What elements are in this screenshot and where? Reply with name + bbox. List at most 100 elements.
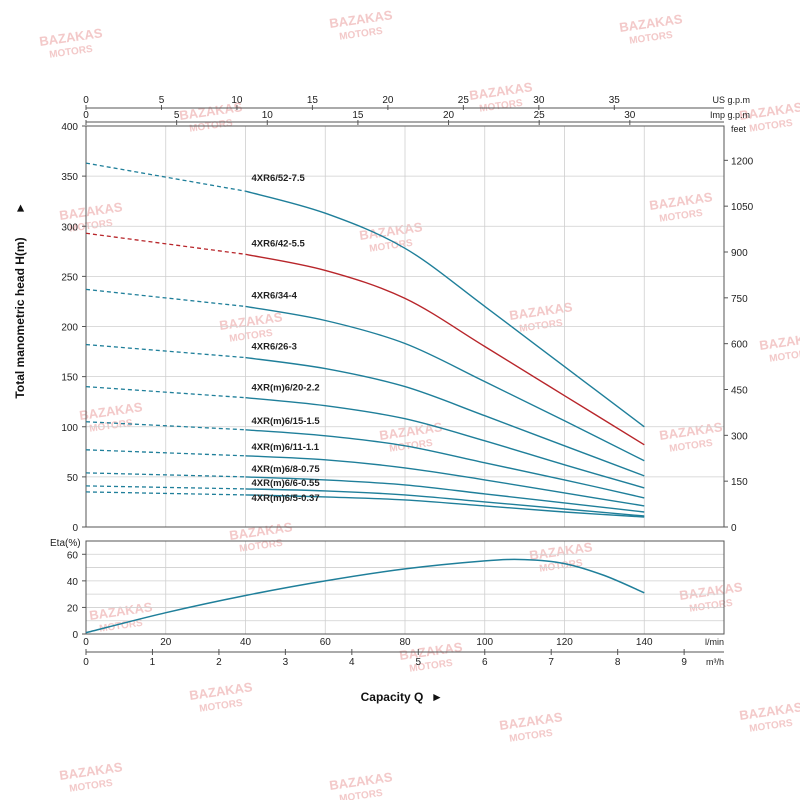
feet-unit-label: feet xyxy=(731,124,747,134)
axis-layer: 0501001502002503003504000150300450600750… xyxy=(13,95,754,704)
watermark-text: BAZAKAS xyxy=(648,189,713,213)
head-y-tick-label: 400 xyxy=(61,122,78,133)
curve-dashed-segment xyxy=(85,162,246,192)
curve-label: 4XR(m)6/5-0.37 xyxy=(252,493,320,504)
curve-label: 4XR(m)6/11-1.1 xyxy=(252,442,320,453)
curve-label: 4XR(m)6/6-0.55 xyxy=(252,478,321,489)
watermark-text: BAZAKAS xyxy=(508,299,573,323)
eta-y-tick-label: 60 xyxy=(67,550,79,561)
curve-label: 4XR6/42-5.5 xyxy=(252,238,306,249)
m3h-tick-label: 1 xyxy=(150,657,156,668)
curve-dashed-segment xyxy=(85,232,246,255)
curve-dashed-segment xyxy=(85,485,246,490)
us-gpm-tick-label: 0 xyxy=(83,95,89,106)
curve-solid-segment xyxy=(245,397,645,489)
capacity-axis-title: Capacity Q xyxy=(361,690,424,704)
us-gpm-tick-label: 10 xyxy=(231,95,243,106)
lmin-tick-label: 140 xyxy=(636,637,653,648)
head-y-tick-label: 0 xyxy=(72,523,78,534)
eta-y-tick-label: 20 xyxy=(67,603,79,614)
feet-tick-label: 750 xyxy=(731,294,748,305)
lmin-tick-label: 120 xyxy=(556,637,573,648)
eta-y-tick-label: 0 xyxy=(72,630,78,641)
us-gpm-unit-label: US g.p.m xyxy=(712,95,750,105)
curve-solid-segment xyxy=(245,356,645,477)
head-y-tick-label: 50 xyxy=(67,473,79,484)
watermark-text: BAZAKAS xyxy=(78,399,143,423)
watermark-text: BAZAKAS xyxy=(58,759,123,783)
efficiency-curve xyxy=(85,558,645,634)
curve-label: 4XR6/26-3 xyxy=(252,342,297,353)
watermark-text: BAZAKAS xyxy=(528,539,593,563)
curve-solid-segment xyxy=(245,305,645,462)
curve-solid-segment xyxy=(245,429,645,499)
grid-layer xyxy=(86,126,724,634)
m3h-unit-label: m³/h xyxy=(706,657,724,667)
us-gpm-tick-label: 35 xyxy=(609,95,621,106)
head-y-tick-label: 350 xyxy=(61,172,78,183)
curve-solid-segment xyxy=(245,488,645,517)
eta-axis-title: Eta(%) xyxy=(50,538,81,549)
watermark-text: BAZAKAS xyxy=(678,579,743,603)
watermark-text: BAZAKAS xyxy=(328,769,393,793)
watermark-text: BAZAKAS xyxy=(38,25,103,49)
curve-dashed-segment xyxy=(85,386,246,399)
feet-tick-label: 1050 xyxy=(731,202,754,213)
imp-gpm-tick-label: 30 xyxy=(624,110,636,121)
feet-tick-label: 0 xyxy=(731,523,737,534)
head-y-tick-label: 250 xyxy=(61,272,78,283)
imp-gpm-tick-label: 20 xyxy=(443,110,455,121)
m3h-tick-label: 2 xyxy=(216,657,222,668)
head-axis-title: Total manometric head H(m) xyxy=(13,237,27,398)
head-y-tick-label: 200 xyxy=(61,323,78,334)
watermark-text: MOTORS xyxy=(769,348,800,365)
lmin-tick-label: 20 xyxy=(160,637,172,648)
curve-solid-segment xyxy=(245,455,645,507)
curve-dashed-segment xyxy=(85,449,246,457)
imp-gpm-unit-label: Imp g.p.m xyxy=(710,110,750,120)
lmin-tick-label: 100 xyxy=(476,637,493,648)
curve-dashed-segment xyxy=(85,343,246,359)
head-y-tick-label: 300 xyxy=(61,222,78,233)
us-gpm-tick-label: 20 xyxy=(382,95,394,106)
curve-solid-segment xyxy=(245,476,645,513)
lmin-tick-label: 0 xyxy=(83,637,89,648)
us-gpm-tick-label: 25 xyxy=(458,95,470,106)
watermark-text: BAZAKAS xyxy=(328,7,393,31)
curve-label: 4XR6/34-4 xyxy=(252,290,298,301)
us-gpm-tick-label: 5 xyxy=(159,95,165,106)
watermark-text: BAZAKAS xyxy=(228,519,293,543)
eta-plot-frame xyxy=(85,540,725,635)
eta-y-tick-label: 40 xyxy=(67,577,79,588)
head-y-tick-label: 100 xyxy=(61,423,78,434)
m3h-tick-label: 8 xyxy=(615,657,621,668)
curve-label: 4XR(m)6/8-0.75 xyxy=(252,464,321,475)
feet-tick-label: 450 xyxy=(731,385,748,396)
lmin-tick-label: 80 xyxy=(399,637,411,648)
watermark-text: BAZAKAS xyxy=(378,419,443,443)
feet-tick-label: 1200 xyxy=(731,156,754,167)
imp-gpm-tick-label: 5 xyxy=(174,110,180,121)
curve-dashed-segment xyxy=(85,288,246,308)
capacity-arrow: ► xyxy=(431,690,443,704)
imp-gpm-tick-label: 10 xyxy=(262,110,274,121)
curve-dashed-segment xyxy=(85,472,246,478)
curve-solid-segment xyxy=(245,253,645,446)
head-y-tick-label: 150 xyxy=(61,373,78,384)
imp-gpm-tick-label: 0 xyxy=(83,110,89,121)
lmin-tick-label: 60 xyxy=(320,637,332,648)
m3h-tick-label: 5 xyxy=(416,657,422,668)
curve-label: 4XR(m)6/20-2.2 xyxy=(252,383,320,394)
lmin-unit-label: l/min xyxy=(705,637,724,647)
curve-label: 4XR(m)6/15-1.5 xyxy=(252,416,321,427)
watermark-text: BAZAKAS xyxy=(618,11,683,35)
head-axis-arrow: ► xyxy=(13,202,27,214)
watermark-text: BAZAKAS xyxy=(468,79,533,103)
imp-gpm-tick-label: 15 xyxy=(352,110,364,121)
m3h-tick-label: 9 xyxy=(681,657,687,668)
watermark-text: BAZAKAS xyxy=(498,709,563,733)
m3h-tick-label: 4 xyxy=(349,657,355,668)
curve-dashed-segment xyxy=(85,421,246,431)
us-gpm-tick-label: 30 xyxy=(533,95,545,106)
